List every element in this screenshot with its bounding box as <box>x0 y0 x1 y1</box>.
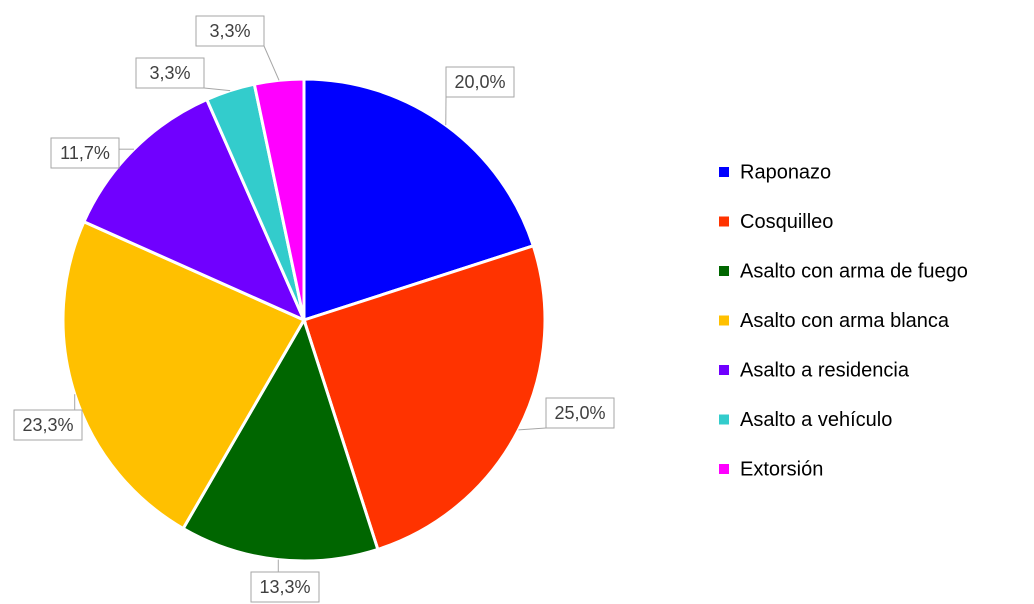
legend-label: Cosquilleo <box>740 211 833 233</box>
data-label-box <box>545 397 615 429</box>
legend-swatch <box>719 167 729 177</box>
data-label-box <box>250 571 320 603</box>
data-label: 3,3% <box>149 63 190 83</box>
data-label: 3,3% <box>209 21 250 41</box>
legend-label: Asalto con arma blanca <box>740 310 950 332</box>
legend-label: Extorsión <box>740 458 823 480</box>
leader-line <box>203 87 231 92</box>
leader-line <box>263 45 280 81</box>
data-label: 23,3% <box>22 415 73 435</box>
legend-swatch <box>719 464 729 474</box>
legend-label: Raponazo <box>740 161 831 183</box>
data-label: 25,0% <box>554 403 605 423</box>
legend-swatch <box>719 216 729 227</box>
data-label-box <box>50 137 120 169</box>
data-label-box <box>135 57 205 89</box>
legend-swatch <box>719 315 729 326</box>
data-label-box <box>445 66 515 98</box>
leader-line <box>518 427 547 431</box>
pie-slice <box>61 219 307 531</box>
data-label: 20,0% <box>454 72 505 92</box>
legend-label: Asalto a vehículo <box>740 409 892 431</box>
legend-label: Asalto con arma de fuego <box>740 260 968 282</box>
data-label-box <box>195 15 265 47</box>
data-label: 11,7% <box>60 143 110 163</box>
data-label: 13,3% <box>259 577 310 597</box>
legend-swatch <box>719 414 729 425</box>
pie-slice <box>302 243 547 552</box>
legend-label: Asalto a residencia <box>740 359 910 381</box>
data-label-box <box>13 409 83 441</box>
legend-swatch <box>719 365 729 375</box>
legend-swatch <box>719 266 729 276</box>
pie-slice <box>181 316 380 563</box>
